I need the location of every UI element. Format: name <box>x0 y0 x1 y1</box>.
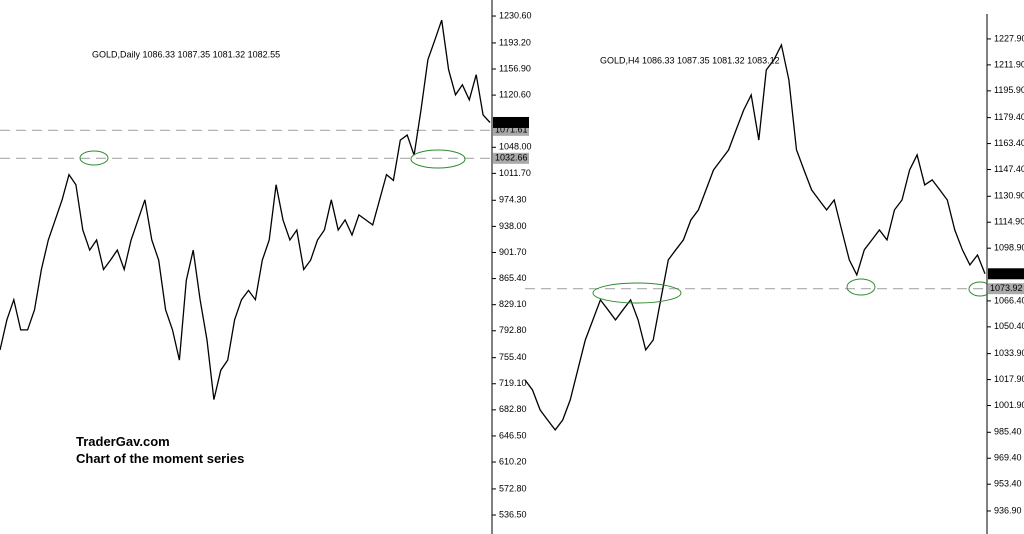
y-tick-label: 646.50 <box>499 430 527 440</box>
level-price-label: 1073.92 <box>990 283 1023 293</box>
y-tick-label: 1130.90 <box>994 191 1024 201</box>
y-tick-label: 1048.00 <box>499 142 532 152</box>
highlight-ellipse <box>592 282 682 304</box>
y-tick-label: 1098.90 <box>994 243 1024 253</box>
y-tick-label: 829.10 <box>499 299 527 309</box>
y-tick-label: 1066.40 <box>994 295 1024 305</box>
level-price-box <box>493 152 529 164</box>
y-tick-label: 1163.40 <box>994 138 1024 148</box>
y-tick-label: 1227.90 <box>994 33 1024 43</box>
level-price-label: 1071.61 <box>495 125 528 135</box>
last-price-box <box>988 268 1024 280</box>
y-tick-label: 572.80 <box>499 483 527 493</box>
y-tick-label: 1193.20 <box>499 37 531 47</box>
y-tick-label: 1147.40 <box>994 164 1024 174</box>
y-tick-label: 1114.90 <box>994 217 1024 227</box>
level-price-label: 1032.66 <box>495 153 528 163</box>
price-line <box>524 42 986 431</box>
chart-title: GOLD,H4 1086.33 1087.35 1081.32 1083.12 <box>600 55 780 65</box>
y-tick-label: 1001.90 <box>994 400 1024 410</box>
last-price-label: 1083.12 <box>990 268 1023 278</box>
y-tick-label: 901.70 <box>499 247 527 257</box>
level-price-box <box>493 124 529 136</box>
y-tick-label: 755.40 <box>499 352 527 362</box>
y-tick-label: 792.80 <box>499 325 527 335</box>
y-tick-label: 969.40 <box>994 453 1022 463</box>
last-price-box <box>493 116 529 128</box>
highlight-ellipse <box>410 149 466 169</box>
y-tick-label: 536.50 <box>499 509 527 519</box>
y-tick-label: 1211.90 <box>994 59 1024 69</box>
y-tick-label: 1017.90 <box>994 374 1024 384</box>
last-price-label: 1082.55 <box>495 117 528 127</box>
highlight-ellipse <box>846 278 876 296</box>
y-tick-label: 974.30 <box>499 195 527 205</box>
y-tick-label: 1179.40 <box>994 112 1024 122</box>
y-tick-label: 1195.90 <box>994 85 1024 95</box>
y-tick-label: 719.10 <box>499 378 527 388</box>
y-tick-label: 1120.60 <box>499 89 531 99</box>
y-tick-label: 1050.40 <box>994 321 1024 331</box>
level-price-box <box>988 283 1024 295</box>
y-tick-label: 953.40 <box>994 479 1022 489</box>
y-tick-label: 1156.90 <box>499 63 531 73</box>
y-tick-label: 985.40 <box>994 427 1022 437</box>
y-tick-label: 936.90 <box>994 505 1022 515</box>
y-tick-label: 610.20 <box>499 456 527 466</box>
annotation: Chart of the moment series <box>76 451 244 466</box>
price-line <box>0 19 491 400</box>
y-tick-label: 1230.60 <box>499 10 532 20</box>
y-tick-label: 865.40 <box>499 273 527 283</box>
annotation: TraderGav.com <box>76 434 170 449</box>
highlight-ellipse <box>79 150 109 166</box>
chart-title: GOLD,Daily 1086.33 1087.35 1081.32 1082.… <box>92 49 280 59</box>
y-tick-label: 1011.70 <box>499 168 531 178</box>
y-tick-label: 682.80 <box>499 404 527 414</box>
y-tick-label: 938.00 <box>499 221 527 231</box>
y-tick-label: 1033.90 <box>994 348 1024 358</box>
